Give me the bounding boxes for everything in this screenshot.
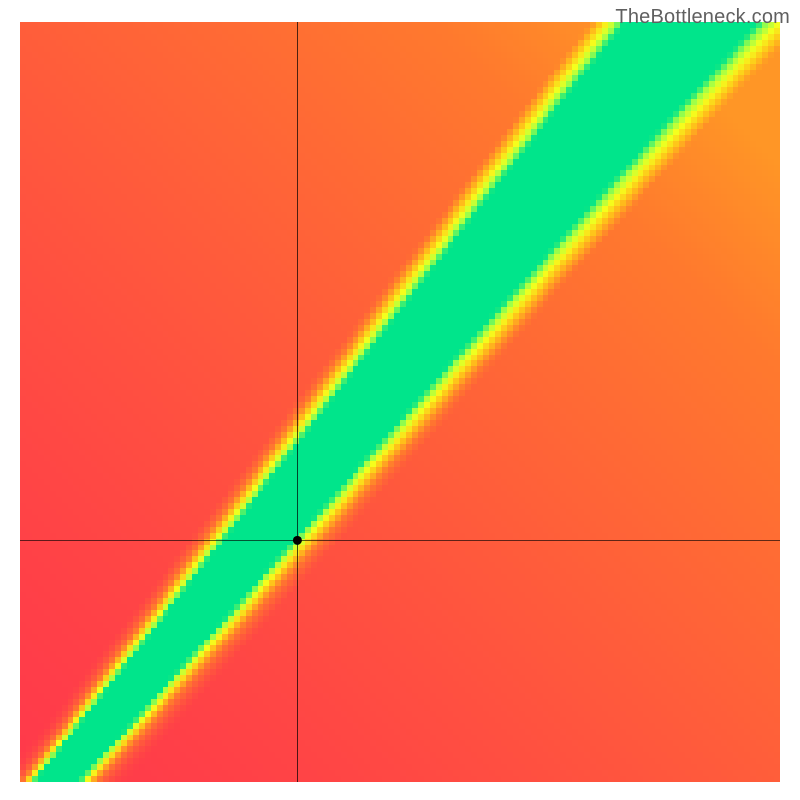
chart-container: TheBottleneck.com (0, 0, 800, 800)
bottleneck-heatmap (0, 0, 800, 800)
